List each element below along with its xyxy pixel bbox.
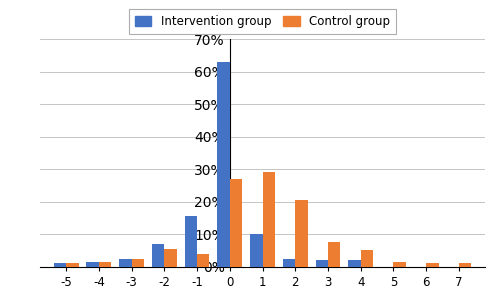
Bar (360, 250, 373, 267)
Bar (230, 179, 242, 267)
Bar (197, 254, 209, 267)
Bar (184, 216, 197, 267)
Bar (316, 260, 328, 267)
Bar (283, 258, 295, 267)
Bar (66, 263, 78, 267)
Bar (152, 244, 164, 267)
Bar (119, 258, 132, 267)
Bar (394, 262, 406, 267)
Bar (54, 263, 66, 267)
Bar (262, 172, 275, 267)
Bar (164, 249, 177, 267)
Bar (348, 260, 360, 267)
Bar (459, 263, 471, 267)
Legend: Intervention group, Control group: Intervention group, Control group (129, 9, 396, 34)
Bar (99, 262, 112, 267)
Bar (86, 262, 99, 267)
Bar (250, 234, 262, 267)
Bar (295, 200, 308, 267)
Bar (132, 258, 144, 267)
Bar (218, 62, 230, 267)
Bar (328, 242, 340, 267)
Bar (426, 263, 438, 267)
